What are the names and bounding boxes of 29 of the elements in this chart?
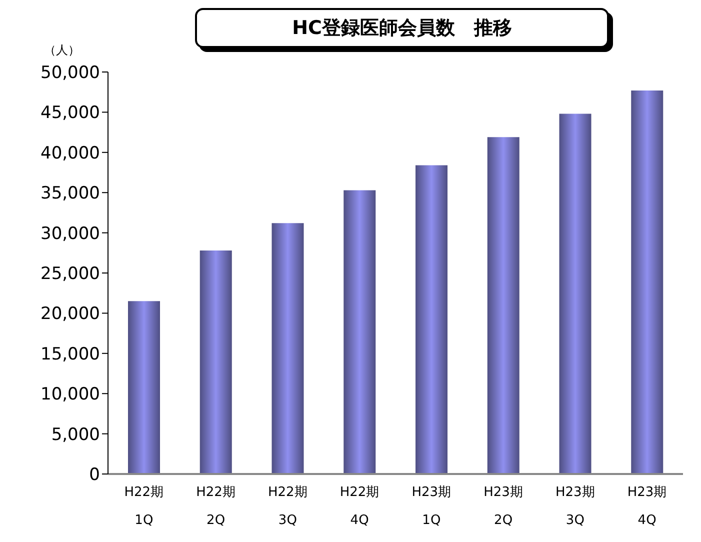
y-tick-label: 25,000	[40, 264, 100, 284]
bar	[272, 223, 304, 474]
x-tick-label: H23期 4Q	[627, 485, 667, 528]
y-tick-label: 40,000	[40, 143, 100, 164]
y-tick-label: 50,000	[40, 63, 100, 84]
bar	[344, 190, 376, 474]
chart-title: HC登録医師会員数 推移	[195, 8, 609, 48]
y-tick-label: 0	[89, 465, 100, 486]
x-tick-label: H22期 1Q	[124, 485, 164, 528]
y-tick-label: 35,000	[40, 184, 100, 204]
bar	[200, 250, 232, 474]
bar	[559, 114, 592, 474]
y-tick-label: 10,000	[40, 384, 100, 405]
y-tick-label: 20,000	[40, 304, 100, 324]
bar	[487, 137, 520, 474]
x-tick-label: H23期 2Q	[484, 485, 523, 528]
bar	[631, 90, 664, 474]
y-tick-label: 45,000	[40, 103, 100, 124]
y-tick-label: 30,000	[40, 224, 100, 244]
x-tick-label: H23期 1Q	[412, 485, 452, 528]
y-axis-title: （人）	[44, 42, 80, 59]
x-tick-label: H23期 3Q	[556, 485, 595, 528]
x-tick-label: H22期 4Q	[340, 485, 380, 528]
bar	[128, 301, 160, 474]
y-tick-label: 5,000	[51, 424, 100, 445]
y-tick-label: 15,000	[40, 344, 100, 364]
x-tick-label: H22期 3Q	[268, 485, 308, 528]
bar	[416, 165, 448, 474]
x-tick-label: H22期 2Q	[196, 485, 236, 528]
